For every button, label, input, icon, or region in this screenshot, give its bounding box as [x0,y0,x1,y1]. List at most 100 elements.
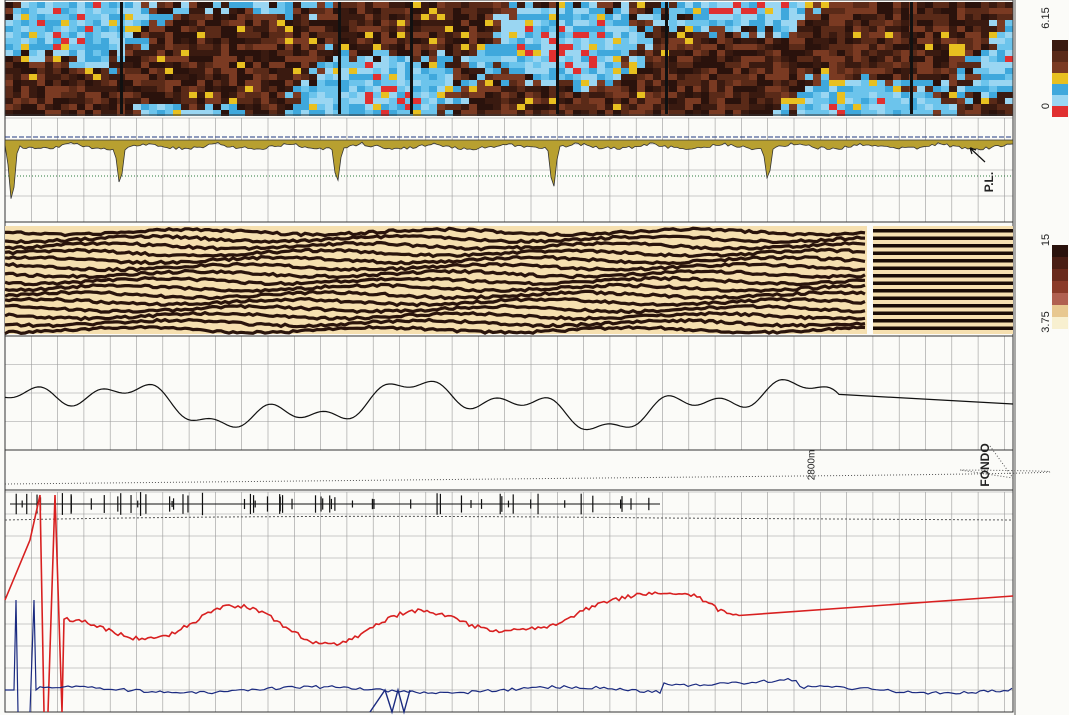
pixel [229,104,237,110]
pixel [21,74,29,80]
pixel [677,44,685,50]
pixel [29,74,37,80]
pixel [669,32,677,38]
pixel [549,14,557,20]
pixel [885,32,893,38]
pixel [517,62,525,68]
pixel [541,14,549,20]
pixel [125,14,133,20]
pixel [877,50,885,56]
pixel [765,50,773,56]
pixel [517,26,525,32]
pixel [61,8,69,14]
pixel [269,104,277,110]
pixel [453,92,461,98]
pixel [573,74,581,80]
pixel [965,74,973,80]
pixel [749,20,757,26]
pixel [373,32,381,38]
scale-swatch [1052,269,1068,281]
pixel [221,2,229,8]
pixel [1005,98,1013,104]
pixel [709,92,717,98]
pixel [5,80,13,86]
pixel [453,68,461,74]
pixel [21,104,29,110]
pixel [501,74,509,80]
pixel [541,68,549,74]
pixel [685,32,693,38]
pixel [869,44,877,50]
pixel [829,68,837,74]
pixel [293,44,301,50]
pixel [125,8,133,14]
pixel [205,32,213,38]
pixel [885,2,893,8]
pixel [157,2,165,8]
pixel [749,26,757,32]
pixel [213,92,221,98]
pixel [5,44,13,50]
pixel [725,2,733,8]
pixel [965,68,973,74]
pixel [565,32,573,38]
scale-swatch [1052,305,1068,317]
pixel [109,2,117,8]
pixel [933,44,941,50]
pixel [741,68,749,74]
pixel [13,20,21,26]
pixel [269,74,277,80]
pixel [437,62,445,68]
pixel [517,92,525,98]
pixel [301,62,309,68]
stripe [873,289,1013,293]
pixel [829,38,837,44]
pixel [253,80,261,86]
pixel [829,92,837,98]
pixel [389,44,397,50]
pixel [213,38,221,44]
pixel [181,74,189,80]
pixel [485,8,493,14]
pixel [805,68,813,74]
pixel [133,38,141,44]
pixel [341,44,349,50]
pixel [101,14,109,20]
pixel [413,62,421,68]
pixel [61,20,69,26]
pixel [285,98,293,104]
pixel [621,50,629,56]
pixel [357,74,365,80]
pixel [885,62,893,68]
pixel [781,98,789,104]
pixel [765,14,773,20]
pixel [741,50,749,56]
pixel [933,62,941,68]
pixel [757,74,765,80]
pixel [269,62,277,68]
pixel [213,44,221,50]
pixel [429,86,437,92]
pixel [989,92,997,98]
pixel [149,74,157,80]
pixel [237,68,245,74]
pixel [389,104,397,110]
pixel [797,68,805,74]
pixel [597,26,605,32]
pixel [717,26,725,32]
pixel [765,98,773,104]
scale-swatch [1052,62,1068,73]
pixel [965,14,973,20]
pixel [317,68,325,74]
pixel [157,32,165,38]
pixel [501,26,509,32]
pixel [13,26,21,32]
pixel [573,104,581,110]
pixel [629,86,637,92]
pixel [645,80,653,86]
pixel [629,104,637,110]
pixel [701,32,709,38]
pixel [221,104,229,110]
pixel [509,38,517,44]
pixel [229,80,237,86]
